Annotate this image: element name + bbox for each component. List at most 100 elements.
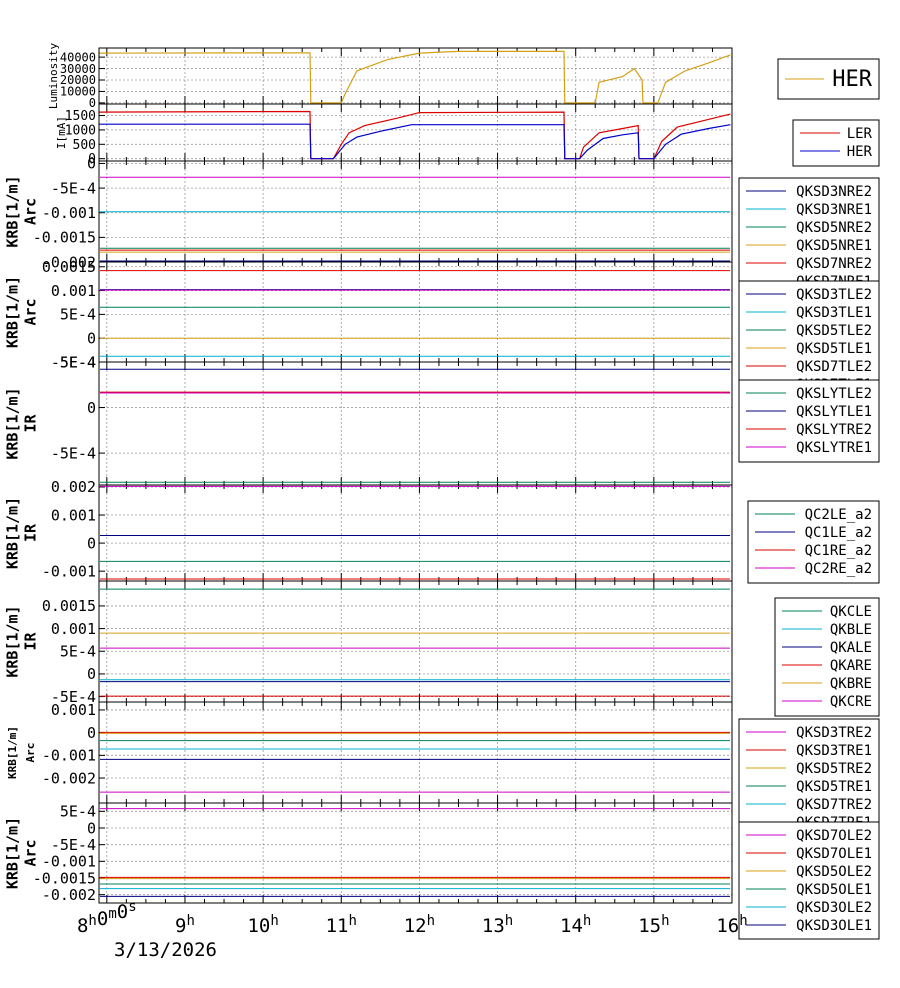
y-tick-label: 0 xyxy=(87,399,96,417)
y-tick-label: 0.001 xyxy=(51,620,96,638)
y-axis-label: IR xyxy=(21,632,39,651)
y-axis-label: I[mA] xyxy=(55,116,68,149)
legend-label: QKSD3NRE2 xyxy=(796,184,872,200)
legend-label: QKSD3TLE1 xyxy=(796,305,872,321)
panel-8: 0.001 0 -0.001 -0.002 KRB[1/m] Arc xyxy=(6,701,733,804)
x-tick-label: 12h xyxy=(404,913,435,937)
series-line-her xyxy=(98,50,731,104)
panel-6: 0.002 0.001 0 -0.001 KRB[1/m] IR xyxy=(3,478,733,582)
y-tick-label: -0.001 xyxy=(42,204,96,222)
legend-label: QKSLYTLE1 xyxy=(796,404,872,420)
x-axis-date-label: 3/13/2026 xyxy=(114,939,217,961)
y-axis-label: KRB[1/m] xyxy=(6,726,19,779)
y-axis-label: Arc xyxy=(21,298,39,325)
legend-label: QKBRE xyxy=(830,676,872,692)
y-tick-label: 0 xyxy=(87,724,96,742)
y-tick-label: 0 xyxy=(87,155,96,173)
x-tick-label: 16h xyxy=(716,913,747,937)
legend-label: QKSD7NRE2 xyxy=(796,256,872,272)
legend-label: QC2RE_a2 xyxy=(805,561,872,577)
y-axis-label: KRB[1/m] xyxy=(3,817,21,889)
legend-label: QKSD3NRE1 xyxy=(796,202,872,218)
legend-label: QKSD3TRE1 xyxy=(796,743,872,759)
legend-5: QKSLYTLE2 QKSLYTLE1 QKSLYTRE2 QKSLYTRE1 xyxy=(738,379,880,463)
panel-3: 0 -5E-4 -0.001 -0.0015 -0.002 KRB[1/m] Arc xyxy=(3,155,733,271)
x-tick-label: 10h xyxy=(247,913,278,937)
panel-frame xyxy=(98,361,733,486)
y-tick-label: 0 xyxy=(88,152,96,167)
y-tick-label: 5E-4 xyxy=(60,306,96,324)
legend-box xyxy=(747,500,880,584)
y-tick-label: 0 xyxy=(87,329,96,347)
y-tick-label: 0 xyxy=(89,96,96,110)
legend-label: QKARE xyxy=(830,658,872,674)
legend-label: QKSD5NRE1 xyxy=(796,238,872,254)
legend-label: HER xyxy=(847,144,873,160)
legend-box xyxy=(738,177,880,296)
legend-label: QC2LE_a2 xyxy=(805,507,872,523)
y-axis-label: Arc xyxy=(21,198,39,225)
y-tick-label: 500 xyxy=(73,138,96,153)
y-tick-label: -5E-4 xyxy=(51,353,96,371)
y-tick-label: -0.002 xyxy=(42,253,96,271)
x-tick-label: 14h xyxy=(560,913,591,937)
panel-frame xyxy=(98,802,733,904)
legend-label: QKSLYTRE1 xyxy=(796,440,872,456)
legend-label: QKSD3OLE2 xyxy=(796,900,872,916)
legend-label: QKSD3OLE1 xyxy=(796,918,872,934)
legend-label: HER xyxy=(832,67,872,92)
legend-label: QKSD3TRE2 xyxy=(796,725,872,741)
y-tick-label: 0.001 xyxy=(51,282,96,300)
series-line-ler xyxy=(98,110,731,160)
y-tick-label: 0.002 xyxy=(51,478,96,496)
legend-label: QC1RE_a2 xyxy=(805,543,872,559)
legend-label: QKSD5TLE2 xyxy=(796,323,872,339)
panel-7: 0.0015 0.001 5E-4 0 -5E-4 KRB[1/m] IR xyxy=(3,580,733,706)
legend-label: QKSD3TLE2 xyxy=(796,287,872,303)
panel-5: 5E-4 0 -5E-4 KRB[1/m] IR xyxy=(3,353,733,486)
y-tick-label: -0.0015 xyxy=(33,869,96,887)
x-tick-label: 9h xyxy=(175,913,195,937)
legend-label: QKSLYTRE2 xyxy=(796,422,872,438)
y-tick-label: 10000 xyxy=(60,85,96,99)
legend-label: QKSD7OLE2 xyxy=(796,828,872,844)
legend-8: QKSD3TRE2 QKSD3TRE1 QKSD5TRE2 QKSD5TRE1 QKSD… xyxy=(738,718,880,838)
y-tick-label: -5E-4 xyxy=(51,444,96,462)
y-tick-label: 0 xyxy=(87,534,96,552)
x-tick-label: 11h xyxy=(326,913,357,937)
y-tick-label: 0 xyxy=(87,665,96,683)
legend-box xyxy=(738,821,880,940)
y-tick-label: 30000 xyxy=(60,62,96,76)
y-axis-label: KRB[1/m] xyxy=(3,497,21,569)
y-tick-label: -0.001 xyxy=(42,562,96,580)
y-axis-label: Arc xyxy=(21,839,39,866)
legend-label: QKSD5NRE2 xyxy=(796,220,872,236)
y-axis-label: Arc xyxy=(24,743,37,763)
legend-6: QC2LE_a2 QC1LE_a2 QC1RE_a2 QC2RE_a2 xyxy=(747,500,880,584)
y-tick-label: -0.0015 xyxy=(33,229,96,247)
y-tick-label: 0.0015 xyxy=(42,258,96,276)
y-tick-label: 5E-4 xyxy=(60,353,96,371)
panel-frame xyxy=(98,580,733,703)
y-tick-label: -5E-4 xyxy=(51,836,96,854)
legend-9: QKSD7OLE2 QKSD7OLE1 QKSD5OLE2 QKSD5OLE1 QKSD… xyxy=(738,821,880,940)
legend-box xyxy=(738,718,880,838)
y-axis-label: KRB[1/m] xyxy=(3,387,21,459)
legend-1: HER xyxy=(777,58,880,100)
legend-label: QKSD7TLE2 xyxy=(796,359,872,375)
y-tick-label: 0.0015 xyxy=(42,597,96,615)
y-tick-label: -0.001 xyxy=(42,853,96,871)
y-axis-label: KRB[1/m] xyxy=(3,276,21,348)
legend-3: QKSD3NRE2 QKSD3NRE1 QKSD5NRE2 QKSD5NRE1 QKSD… xyxy=(738,177,880,296)
legend-label: QKSD5OLE1 xyxy=(796,882,872,898)
y-axis-label: KRB[1/m] xyxy=(3,175,21,247)
x-tick-label: 8h0m0s xyxy=(77,899,137,937)
y-tick-label: 5E-4 xyxy=(60,803,96,821)
y-tick-label: -5E-4 xyxy=(51,179,96,197)
legend-label: QKCRE xyxy=(830,694,872,710)
y-axis-label: IR xyxy=(21,414,39,433)
legend-label: QC1LE_a2 xyxy=(805,525,872,541)
